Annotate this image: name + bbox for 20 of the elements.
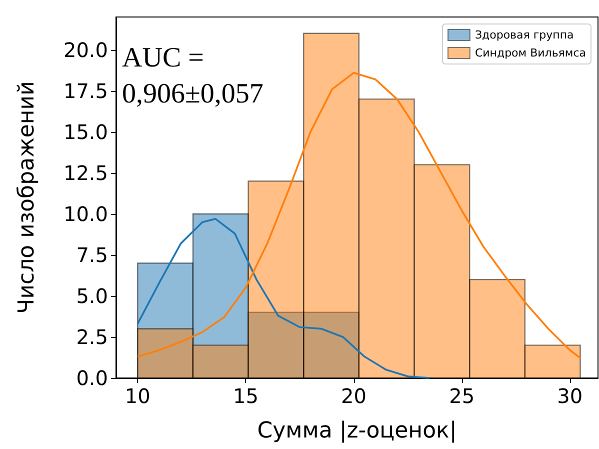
annotation: AUC = 0,906±0,057 [122,42,264,110]
y-axis-title: Число изображений [14,81,40,314]
x-tick-label: 15 [232,384,258,408]
x-tick-label: 25 [449,384,475,408]
y-tick-label: 12.5 [63,160,108,185]
y-tick-label: 0.0 [76,366,108,390]
x-axis-title: Сумма |z-оценок| [257,418,457,444]
y-tick-label: 5.0 [76,284,108,308]
y-tick-label: 7.5 [76,242,108,267]
legend-label: Синдром Вильямса [474,46,586,60]
x-tick-label: 20 [341,384,366,408]
y-tick-label: 15.0 [63,120,108,144]
y-tick-label: 2.5 [76,324,108,349]
legend-label: Здоровая группа [474,28,574,42]
line-series [136,218,430,379]
x-tick-label: 10 [124,384,150,408]
y-tick-label: 10.0 [63,202,108,226]
y-tick-label: 17.5 [63,78,108,103]
x-tick-label: 30 [557,384,583,408]
y-tick-label: 20.0 [63,38,108,62]
